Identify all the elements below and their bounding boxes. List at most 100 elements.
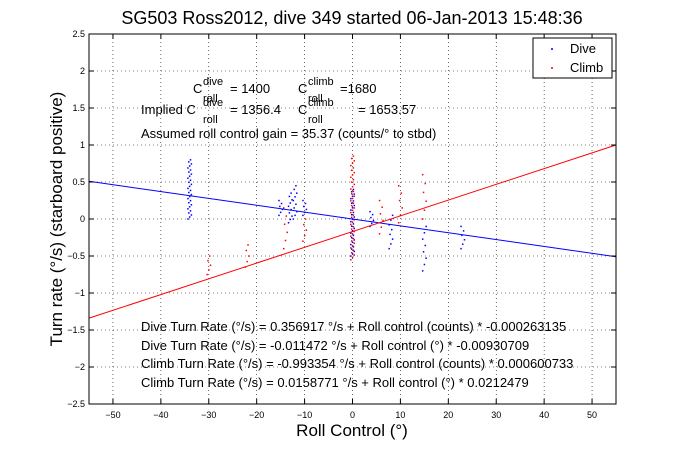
data-point <box>293 188 295 191</box>
x-tick-label: −10 <box>297 410 312 420</box>
data-point <box>303 223 305 226</box>
c-roll-annotation: C dive roll = 1400 C climb roll =1680 <box>193 76 377 105</box>
data-point <box>188 185 191 188</box>
data-point <box>350 164 352 167</box>
implied-dive-sup: dive <box>203 97 223 109</box>
data-point <box>352 226 355 228</box>
data-point <box>190 173 193 175</box>
data-point <box>424 244 427 247</box>
data-point <box>352 246 355 248</box>
data-point <box>207 259 209 262</box>
implied-dive-value: = 1356.4 <box>230 102 281 117</box>
data-point <box>351 233 354 235</box>
data-point <box>350 236 353 239</box>
y-tick-label: 1 <box>80 140 85 150</box>
data-point <box>382 219 384 222</box>
data-point <box>352 167 355 169</box>
data-point <box>389 233 391 236</box>
data-point <box>246 260 248 263</box>
data-point <box>352 200 355 202</box>
c-climb-sub: roll <box>308 93 323 105</box>
c-dive-sup: dive <box>203 76 223 88</box>
x-tick-label: 30 <box>491 410 501 420</box>
data-point <box>190 183 193 186</box>
data-point <box>350 232 352 234</box>
data-point <box>188 201 190 204</box>
data-point <box>423 232 426 234</box>
data-point <box>378 199 381 202</box>
data-point <box>350 213 353 216</box>
data-point <box>351 174 354 176</box>
data-point <box>188 165 191 167</box>
data-point <box>190 214 193 216</box>
data-point <box>423 209 426 211</box>
data-point <box>391 214 394 217</box>
data-point <box>351 197 354 200</box>
data-point <box>391 238 394 240</box>
data-point <box>280 202 283 205</box>
data-point <box>350 223 352 226</box>
data-point <box>296 192 298 194</box>
fit-line-dive <box>88 180 617 258</box>
data-point <box>350 204 353 207</box>
data-point <box>351 186 354 188</box>
c-dive-sub: roll <box>203 93 218 105</box>
fit-line-climb <box>88 144 617 319</box>
data-point <box>351 195 354 198</box>
data-point <box>294 196 296 198</box>
data-point <box>390 228 393 231</box>
data-point <box>290 208 292 211</box>
climb-fit-degrees-text: Climb Turn Rate (°/s) = 0.0158771 °/s + … <box>141 375 529 390</box>
data-point <box>289 218 292 221</box>
data-point <box>305 208 308 211</box>
data-point <box>351 209 354 212</box>
data-point <box>206 273 208 276</box>
x-tick-label: 10 <box>395 410 405 420</box>
legend: Dive Climb <box>532 37 613 79</box>
data-point <box>351 241 354 244</box>
implied-climb-value: = 1653.57 <box>358 102 416 117</box>
data-point <box>350 190 353 193</box>
c-climb-symbol: C <box>298 81 307 96</box>
data-point <box>371 213 374 216</box>
data-point <box>287 222 290 224</box>
c-dive-value: = 1400 <box>230 81 270 96</box>
data-point <box>421 218 424 220</box>
data-point <box>350 193 353 195</box>
x-tick-label: −50 <box>105 410 120 420</box>
data-point <box>188 216 191 218</box>
data-point <box>425 200 427 203</box>
data-point <box>302 214 304 217</box>
implied-climb-sub: roll <box>308 114 323 126</box>
c-climb-sup: climb <box>308 76 334 88</box>
data-point <box>422 191 425 194</box>
climb-fit-counts-text: Climb Turn Rate (°/s) = -0.993354 °/s + … <box>141 356 573 371</box>
data-point <box>291 198 293 201</box>
data-point <box>390 219 392 221</box>
implied-climb-sup: climb <box>308 97 334 109</box>
c-dive-symbol: C <box>193 81 202 96</box>
data-point <box>352 249 355 252</box>
data-point <box>350 157 353 160</box>
data-point <box>189 179 192 182</box>
y-tick-label: −1 <box>75 288 85 298</box>
data-point <box>188 181 190 184</box>
data-point <box>352 178 355 181</box>
x-tick-label: 50 <box>587 410 597 420</box>
legend-climb-marker <box>551 67 553 69</box>
data-point <box>296 210 298 213</box>
data-point <box>284 239 287 242</box>
data-point <box>302 199 304 202</box>
data-point <box>189 169 192 171</box>
data-point <box>295 185 297 187</box>
data-point <box>248 255 250 257</box>
data-point <box>370 222 373 225</box>
data-point <box>350 259 352 261</box>
legend-box <box>532 37 613 79</box>
data-point <box>353 183 356 186</box>
data-point <box>460 225 462 228</box>
data-point <box>461 234 463 237</box>
data-point <box>188 171 190 173</box>
data-point <box>302 240 304 242</box>
data-point <box>188 191 190 194</box>
